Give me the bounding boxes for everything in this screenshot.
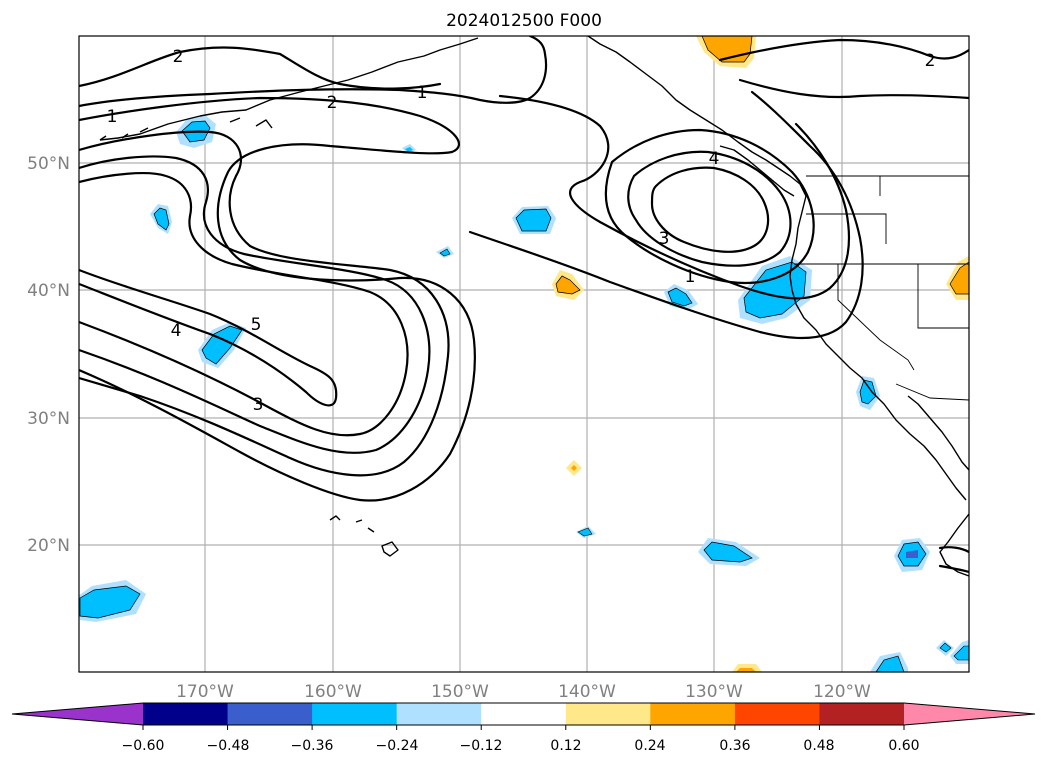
lon-label: 120°W: [813, 682, 871, 702]
lat-labels: 50°N 40°N 30°N 20°N: [27, 154, 70, 556]
patch-hawaii-east: [698, 538, 760, 566]
contour-label: 2: [327, 93, 338, 113]
colorbar-segment: [819, 703, 905, 725]
colorbar-extend-high: [904, 703, 1035, 725]
border-us-mexico: [895, 383, 969, 401]
contour-label: 3: [253, 395, 264, 415]
contour-label: 2: [925, 51, 936, 71]
map-area: 2 2 1 1 2 4 3 1 4 5 3: [79, 36, 969, 672]
colorbar-segments: [12, 703, 1035, 725]
map-title: 2024012500 F000: [446, 11, 602, 31]
contour-label: 3: [659, 229, 670, 249]
lon-label: 150°W: [431, 682, 489, 702]
contour-east-outer: [468, 90, 864, 340]
coast-mexico-south: [939, 513, 969, 577]
patch-southwest: [79, 580, 146, 622]
contour-label: 1: [107, 107, 118, 127]
colorbar-tick-label: −0.48: [207, 738, 250, 754]
contour-mexico-1: [938, 546, 969, 554]
contour-east-2: [604, 128, 815, 285]
patch-mexico: [894, 538, 930, 572]
colorbar-tick-labels: −0.60 −0.48 −0.36 −0.24 −0.12 0.12 0.24 …: [122, 738, 920, 754]
contour-label: 4: [709, 149, 720, 169]
island-aleutians: [99, 117, 273, 141]
colorbar-segment: [565, 703, 651, 725]
contour-outer-loop: [79, 96, 476, 502]
contour-inner-loop-4: [79, 155, 431, 454]
lat-label: 20°N: [27, 536, 70, 556]
colorbar-segment: [650, 703, 736, 725]
contour-label: 1: [685, 267, 696, 287]
colorbar-segment: [396, 703, 482, 725]
colorbar-ticks: [142, 725, 905, 730]
gridlines: [79, 36, 969, 672]
island-hawaii: [329, 515, 399, 557]
patch-orange-140: [552, 270, 584, 300]
colorbar-tick-label: −0.36: [291, 738, 334, 754]
colorbar-tick-label: −0.60: [122, 738, 165, 754]
coast-baja-gulf: [907, 395, 969, 471]
colorbar-segment: [143, 703, 229, 725]
colorbar-extend-low: [12, 703, 143, 725]
border-states-1: [794, 176, 969, 371]
lon-label: 140°W: [558, 682, 616, 702]
patch-nevada-orange: [946, 256, 969, 300]
coastlines: [99, 36, 969, 577]
patch-small-4: [566, 460, 582, 476]
coast-alaska-south: [587, 36, 807, 197]
lat-label: 30°N: [27, 409, 70, 429]
contour-label-group: 2 2 1 1 2 4 3 1 4 5 3: [107, 47, 936, 415]
patch-mid-1: [512, 206, 556, 234]
colorbar-segment: [734, 703, 820, 725]
coast-alaska-peninsula: [99, 37, 479, 141]
colorbar-tick-label: 0.24: [634, 738, 665, 754]
lon-label: 130°W: [685, 682, 743, 702]
contour-2-ne: [718, 38, 969, 62]
colorbar: −0.60 −0.48 −0.36 −0.24 −0.12 0.12 0.24 …: [11, 702, 1036, 754]
patch-west-1: [150, 204, 172, 234]
colorbar-tick-label: −0.24: [376, 738, 419, 754]
coast-bc-islands: [719, 145, 795, 197]
contour-label: 1: [417, 83, 428, 103]
lon-label: 160°W: [304, 682, 362, 702]
colorbar-tick-label: 0.48: [803, 738, 834, 754]
contour-east-4: [650, 166, 770, 253]
colorbar-segment: [312, 703, 398, 725]
colorbar-segment: [227, 703, 313, 725]
contour-inner-loop-3: [79, 130, 450, 477]
patch-small-3: [576, 526, 596, 538]
lat-label: 40°N: [27, 281, 70, 301]
coast-west-us: [789, 195, 967, 501]
patch-south-edge: [732, 640, 969, 672]
colorbar-tick-label: 0.12: [550, 738, 581, 754]
contour-lines: [79, 36, 969, 574]
contour-inner-loop-5: [79, 172, 409, 437]
colorbar-tick-label: 0.36: [719, 738, 750, 754]
contour-1-pacific: [79, 36, 548, 108]
contour-label: 2: [173, 47, 184, 67]
lat-label: 50°N: [27, 154, 70, 174]
colorbar-tick-label: 0.60: [888, 738, 919, 754]
map-frame: [78, 35, 970, 673]
lon-label: 170°W: [176, 682, 234, 702]
lon-labels: 170°W 160°W 150°W 140°W 130°W 120°W: [176, 682, 871, 702]
contour-label: 5: [251, 315, 262, 335]
colorbar-segment: [481, 703, 567, 725]
contour-mexico-2: [938, 564, 969, 574]
contour-east-outer-2: [738, 78, 969, 100]
contour-east-3: [627, 150, 792, 267]
contour-east-1: [498, 94, 851, 300]
contour-core-5: [79, 268, 338, 407]
colorbar-tick-label: −0.12: [460, 738, 503, 754]
contour-label: 4: [171, 321, 182, 341]
patch-small-1: [436, 246, 454, 258]
